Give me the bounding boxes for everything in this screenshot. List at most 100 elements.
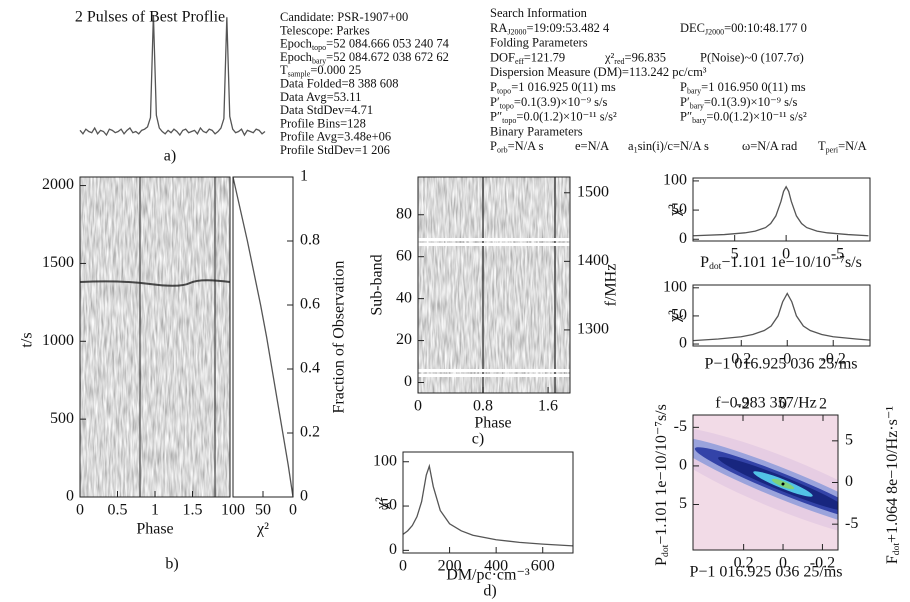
y-tick-label: -5 — [674, 418, 687, 435]
info-text: P — [490, 80, 497, 94]
info-text: χ² — [604, 50, 615, 64]
info-text: bary — [692, 116, 706, 125]
x-tick-label: 1 — [151, 502, 159, 519]
info-line: Binary Parameters — [490, 124, 583, 138]
info-text: =52 084.666 053 240 74 — [326, 36, 449, 50]
info-line: Epochbary=52 084.672 038 672 62 — [280, 50, 449, 65]
y-axis-label: t/s — [19, 332, 36, 347]
info-text: bary — [687, 86, 701, 95]
y2-axis-label: f/MHz — [603, 264, 620, 307]
y2-tick-label: 1500 — [577, 183, 609, 200]
y-tick-label: 100 — [663, 278, 687, 295]
y-axis-label-part: dot — [660, 544, 671, 557]
info-line: Epochtopo=52 084.666 053 240 74 — [280, 36, 450, 51]
info-text: J2000 — [705, 27, 724, 36]
data-line — [693, 185, 869, 237]
info-text: ω=N/A rad — [742, 139, 798, 153]
info-line: Data Avg=53.11 — [280, 90, 361, 104]
x-tick-label: -5 — [831, 246, 844, 263]
x-tick-label: 0 — [76, 502, 84, 519]
info-text: =0.0(1.2)×10⁻¹¹ s/s² — [516, 109, 617, 123]
info-line: RAJ2000=19:09:53.482 4 DECJ2000=00:10:48.… — [490, 21, 807, 36]
y2-tick-label: -5 — [845, 515, 858, 532]
y-tick-label: 0 — [679, 457, 687, 474]
y-tick-label: 80 — [396, 205, 412, 222]
info-text: bary — [312, 56, 326, 65]
info-line: Dispersion Measure (DM)=113.242 pc/cm³ — [490, 65, 707, 79]
y-axis-label: Sub-band — [369, 254, 386, 315]
x-tick-label: 0.8 — [473, 398, 493, 415]
y-tick-label: 50 — [381, 497, 397, 514]
y-tick-label: 0 — [66, 488, 74, 505]
x-tick-label: 200 — [438, 558, 462, 575]
info-text: Search Information — [490, 6, 588, 20]
x-tick-label: 0 — [782, 246, 790, 263]
info-line: Folding Parameters — [490, 35, 588, 49]
info-text: Profile Avg=3.48e+06 — [280, 130, 391, 144]
y-tick-label: 0 — [389, 541, 397, 558]
x-tick-label: 5 — [731, 246, 739, 263]
info-line: Telescope: Parkes — [280, 23, 370, 37]
y2-tick-label: 0.6 — [300, 296, 320, 313]
x-axis-label: DM/pc·cm⁻³ — [446, 567, 530, 584]
y-tick-label: 50 — [671, 201, 687, 218]
info-text: =N/A — [838, 139, 867, 153]
info-text: =0.1(3.9)×10⁻⁹ s/s — [514, 95, 608, 109]
x-axis-label: Pdot−1.101 1e−10/10⁻⁷s/s — [700, 254, 862, 273]
x-tick-label: 1.6 — [538, 398, 558, 415]
info-text: =96.835 — [625, 50, 666, 64]
x2-axis-label: f−0.983 357/Hz — [715, 395, 816, 412]
info-text: red — [614, 57, 624, 66]
x-tick-label: 0.2 — [731, 351, 751, 368]
y2-axis-label: Fdot+1.064 8e−10/Hz·s⁻¹ — [884, 406, 903, 564]
y-tick-label: 5 — [679, 495, 687, 512]
x-tick-label: 0 — [779, 555, 787, 572]
plot-frame — [402, 451, 574, 554]
p-pdot-image — [693, 415, 838, 550]
info-text: P″ — [490, 109, 502, 123]
y2-tick-label: 5 — [845, 432, 853, 449]
x-tick-label: 0 — [289, 502, 297, 519]
info-text: topo — [312, 43, 326, 52]
x-tick-label: 0.5 — [108, 502, 128, 519]
x-axis-label: χ² — [256, 521, 269, 538]
x-axis-label: Phase — [136, 521, 173, 538]
info-text: =121.79 — [524, 50, 565, 64]
panel-label: a) — [164, 148, 176, 165]
info-line: Data StdDev=4.71 — [280, 103, 373, 117]
info-line: Profile StdDev=1 206 — [280, 143, 390, 157]
info-line: Ptopo=1 016.925 0(11) ms Pbary=1 016.950 … — [490, 80, 806, 95]
info-text: T — [280, 63, 288, 77]
info-text: Profile Bins=128 — [280, 116, 366, 130]
y-tick-label: 100 — [663, 172, 687, 189]
info-text: topo — [500, 101, 514, 110]
y2-axis-label-part: dot — [891, 543, 902, 556]
info-text: Candidate: PSR-1907+00 — [280, 10, 408, 24]
y-tick-label: 60 — [396, 247, 412, 264]
info-text: =0.1(3.9)×10⁻⁹ s/s — [704, 95, 798, 109]
time-phase-image — [79, 177, 231, 497]
x-tick-label: 0.2 — [734, 555, 754, 572]
y2-tick-label: 0.4 — [300, 360, 320, 377]
info-text: Data Avg=53.11 — [280, 90, 361, 104]
info-text: =0.0(1.2)×10⁻¹¹ s/s² — [706, 109, 807, 123]
x2-tick-label: 2 — [819, 396, 827, 413]
x-axis-label: P−1 016.925 036 25/ms — [689, 564, 842, 581]
info-text: e=N/A — [575, 139, 609, 153]
x-axis-label: P−1 016.925 036 25/ms — [704, 356, 857, 373]
x2-tick-label: -2 — [736, 396, 749, 413]
plot-frame — [692, 177, 871, 242]
info-text: =00:10:48.177 0 — [724, 21, 807, 35]
y2-tick-label: 1400 — [577, 252, 609, 269]
y2-tick-label: 1 — [300, 168, 308, 185]
y2-tick-label: 0.8 — [300, 232, 320, 249]
panel-label: d) — [483, 583, 496, 600]
x-tick-label: 50 — [255, 502, 271, 519]
info-text: orb — [497, 146, 508, 155]
info-text: Folding Parameters — [490, 35, 588, 49]
y-axis-label: Pdot−1.101 1e−10/10⁻⁷s/s — [653, 404, 672, 566]
info-line: Data Folded=8 388 608 — [280, 76, 399, 90]
info-line: Candidate: PSR-1907+00 — [280, 10, 408, 24]
y-axis-label: χ² — [374, 497, 391, 510]
